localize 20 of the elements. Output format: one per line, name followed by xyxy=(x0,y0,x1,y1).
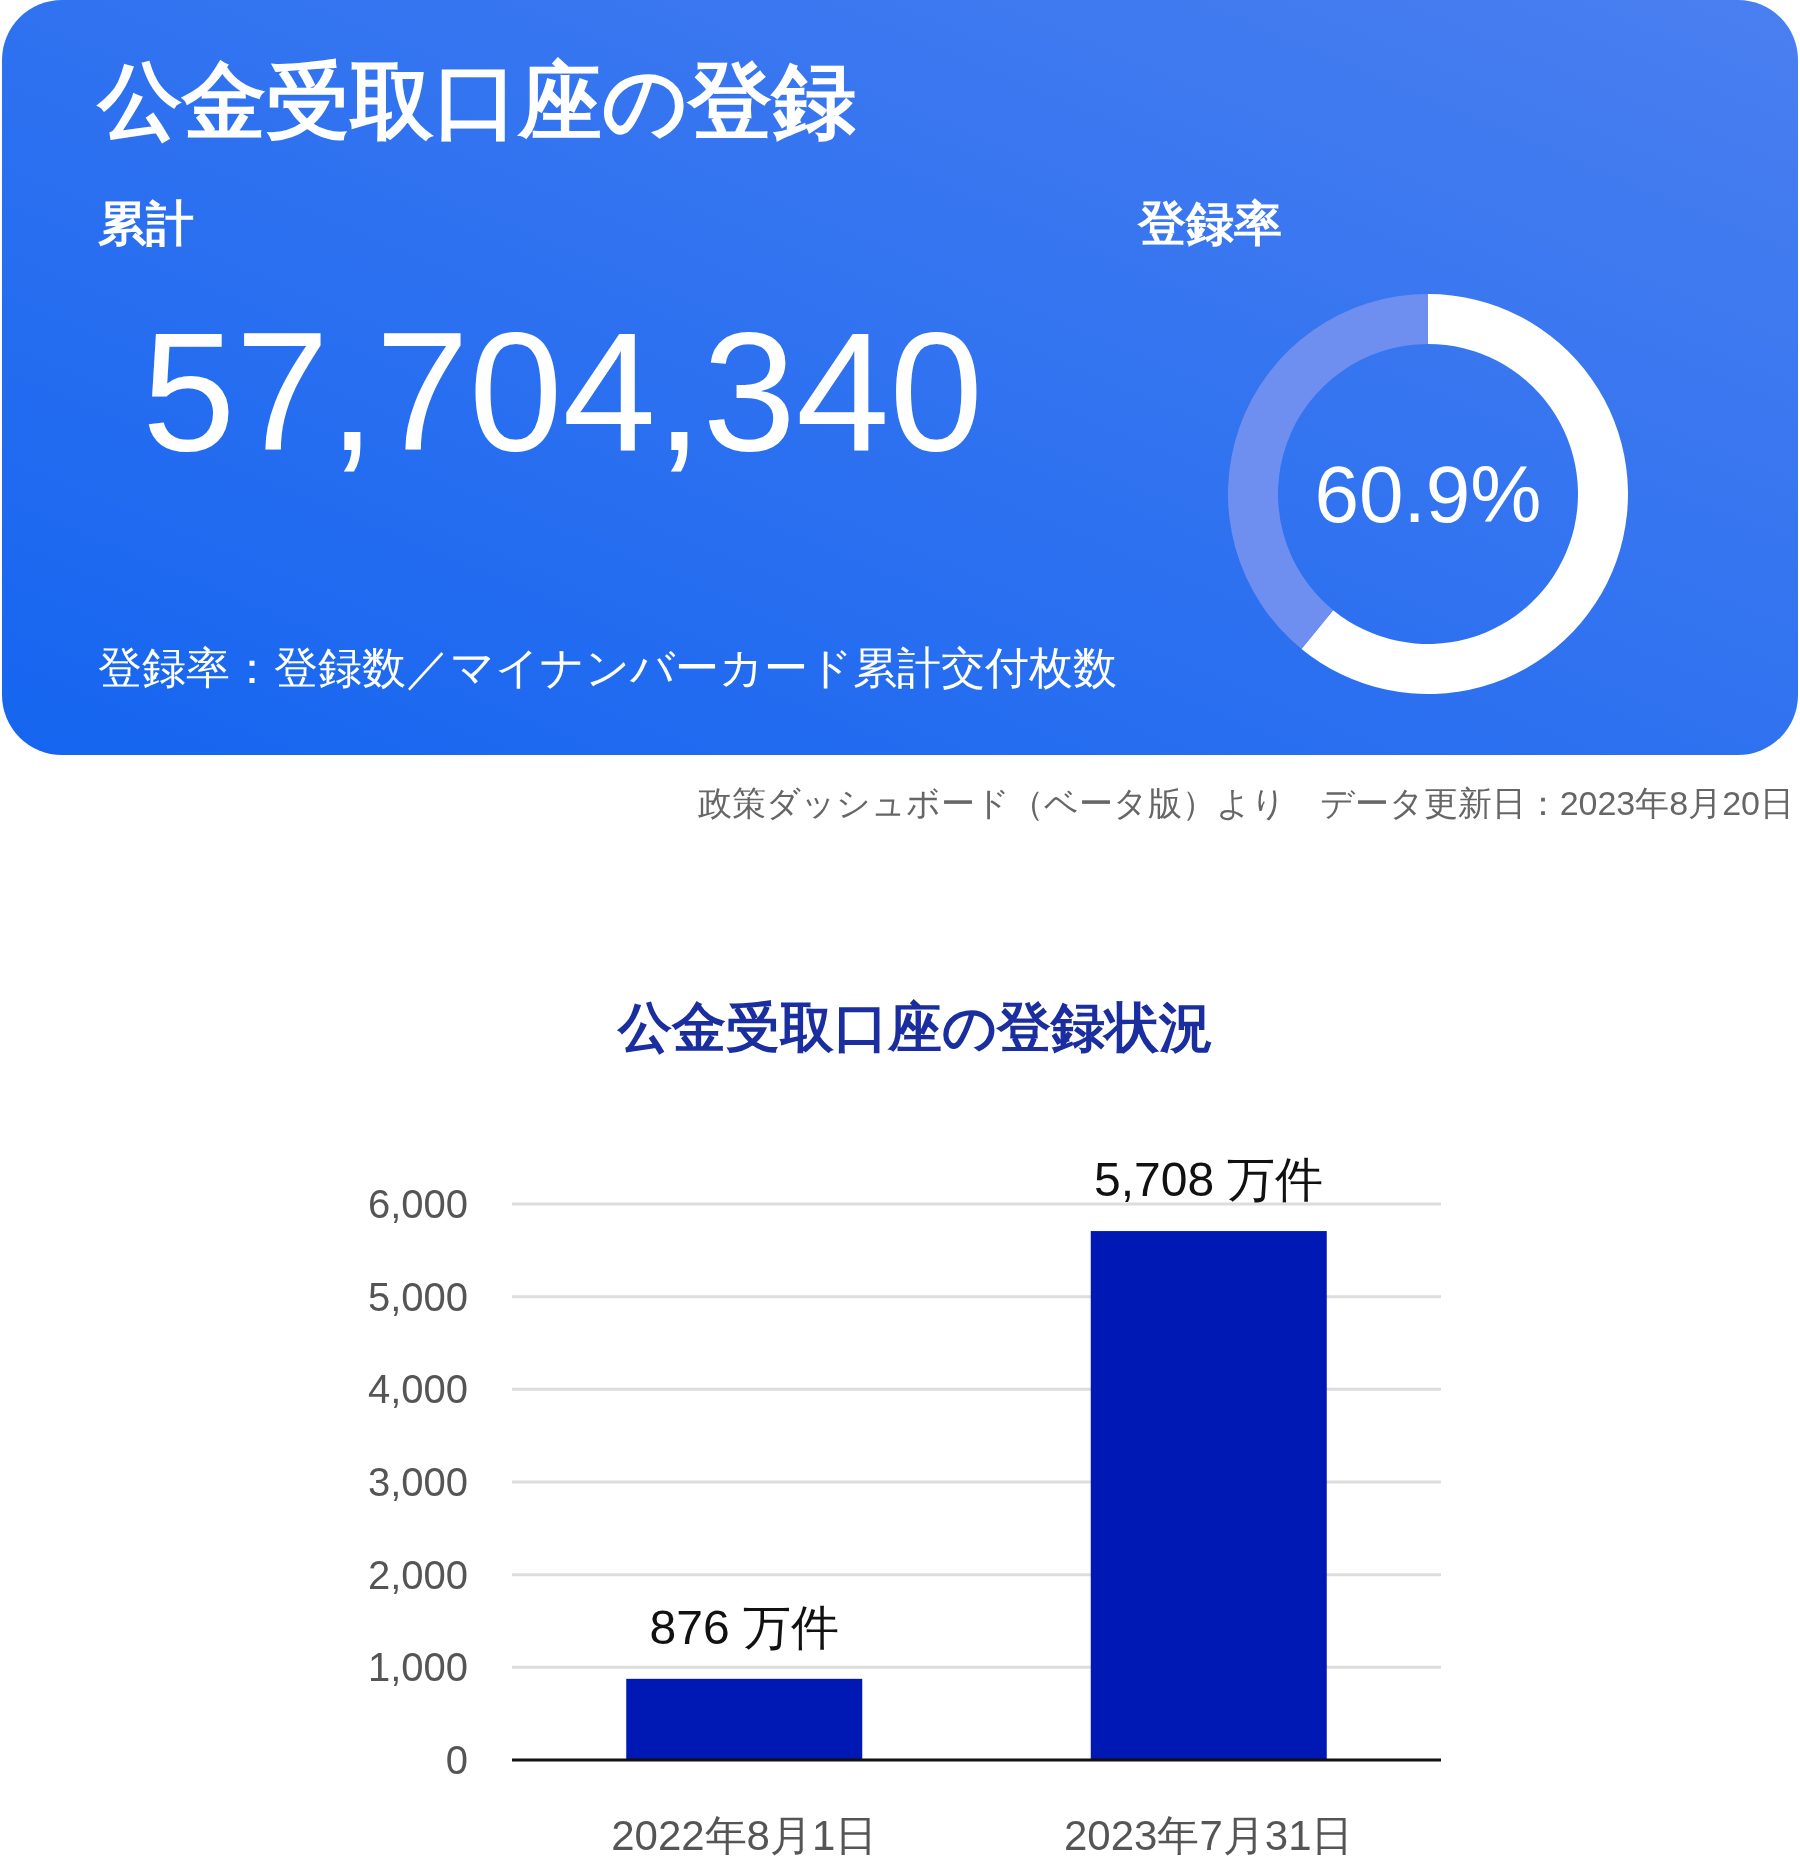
x-tick-label: 2022年8月1日 xyxy=(611,1812,878,1859)
y-tick-label: 4,000 xyxy=(367,1367,468,1412)
y-tick-label: 2,000 xyxy=(367,1552,468,1597)
text: 累計 xyxy=(98,197,194,250)
y-tick-label: 3,000 xyxy=(367,1460,468,1504)
text: 公金受取口座の登録 xyxy=(96,54,856,148)
text: 登録率 xyxy=(1137,197,1282,250)
x-tick-label: 2023年7月31日 xyxy=(1063,1812,1354,1859)
data-label: 876 万件 xyxy=(649,1600,839,1654)
text: 登録率：登録数／マイナンバーカード累計交付枚数 xyxy=(98,643,1117,692)
y-tick-label: 0 xyxy=(445,1738,468,1782)
donut-slice xyxy=(1301,294,1628,694)
chart-title: 公金受取口座の登録状況 xyxy=(615,997,1213,1057)
data-label: 5,708 万件 xyxy=(1094,1153,1324,1207)
text: 政策ダッシュボード（ベータ版）より データ更新日：2023年8月20日 xyxy=(697,784,1794,822)
y-tick-label: 5,000 xyxy=(367,1274,468,1319)
data-label: 60.9% xyxy=(1314,450,1542,539)
text: 57,704,340 xyxy=(142,298,983,486)
y-tick-label: 6,000 xyxy=(367,1182,468,1226)
y-tick-label: 1,000 xyxy=(367,1645,468,1690)
